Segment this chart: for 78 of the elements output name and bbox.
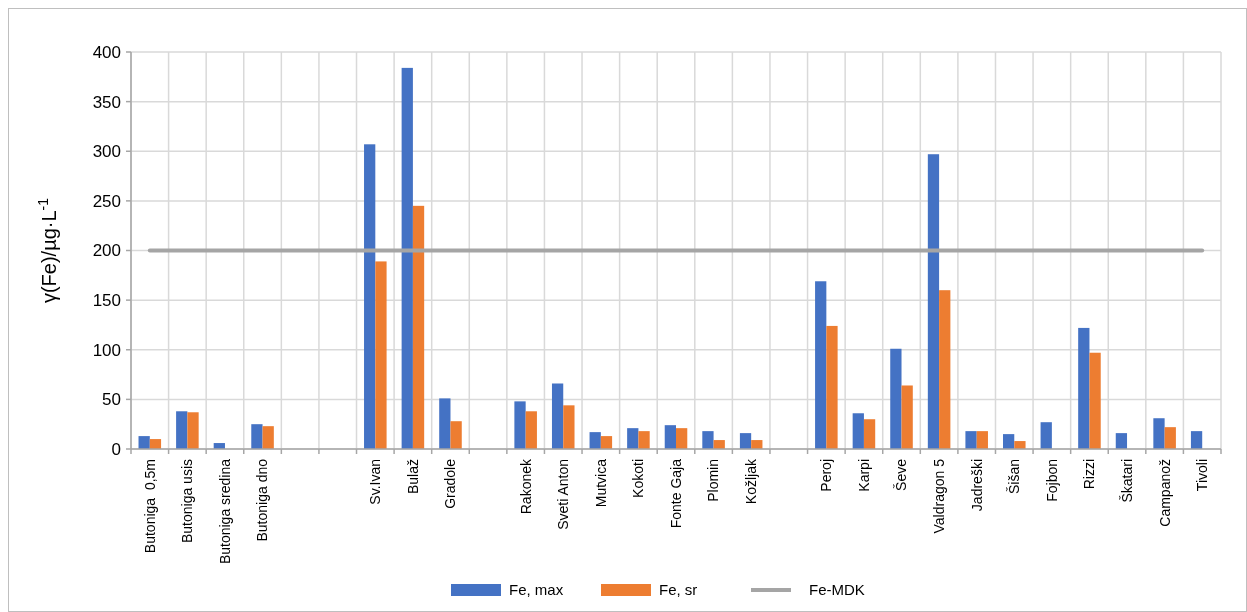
x-tick-label: Rizzi	[1081, 459, 1098, 490]
bar	[664, 425, 676, 449]
x-tick-label: Butoniga 0,5m	[141, 459, 158, 554]
bar	[563, 405, 575, 449]
x-tick-label: Valdragon 5	[931, 458, 947, 534]
y-tick-label: 50	[102, 390, 121, 410]
bar	[375, 261, 387, 449]
bar	[176, 411, 188, 449]
x-tick-label: Butoniga dno	[254, 458, 271, 542]
x-tick-label: Plomin	[705, 459, 722, 502]
x-tick-label: Peroj	[818, 459, 835, 492]
x-tick-label: Tivoli	[1194, 459, 1211, 492]
x-tick-label: Mutvica	[592, 458, 609, 508]
y-tick-label: 400	[92, 42, 121, 62]
y-tick-label: 350	[92, 92, 121, 112]
y-tick-label: 100	[92, 340, 121, 360]
x-tick-label: Gradole	[442, 458, 459, 509]
x-tick-label: Fojbon	[1043, 459, 1060, 502]
bar	[901, 385, 913, 449]
bar	[1164, 427, 1176, 449]
bar	[187, 412, 199, 449]
bar	[702, 431, 714, 449]
bar	[826, 325, 838, 449]
bar	[551, 383, 564, 449]
bar	[401, 67, 413, 449]
bar	[364, 144, 376, 449]
legend-label: Fe, max	[509, 581, 564, 599]
x-tick-label: Jadreški	[968, 459, 985, 512]
bar	[514, 401, 526, 449]
y-tick-label: 0	[111, 439, 121, 459]
bar	[450, 421, 462, 449]
bar	[965, 431, 977, 449]
bar	[815, 281, 827, 449]
bar	[863, 419, 876, 449]
bar	[627, 428, 639, 449]
bar	[262, 426, 274, 449]
bar	[1040, 422, 1052, 449]
x-tick-label: Karpi	[855, 459, 872, 492]
bar	[890, 348, 902, 449]
y-tick-label: 300	[92, 142, 121, 162]
x-tick-label: Kokoti	[630, 459, 647, 498]
x-tick-label: Bulaž	[404, 459, 421, 495]
bar	[927, 154, 940, 449]
x-tick-label: Škatari	[1118, 459, 1135, 503]
bar	[976, 431, 988, 449]
bar	[1153, 418, 1165, 449]
bar	[412, 205, 425, 449]
bar	[638, 431, 650, 449]
bar	[852, 413, 864, 449]
x-tick-label: Sv.Ivan	[367, 459, 384, 505]
x-tick-label: Fonte Gaja	[667, 458, 684, 529]
bar	[439, 398, 451, 449]
legend-label: Fe, sr	[659, 581, 698, 599]
x-tick-label: Rakonek	[517, 458, 534, 515]
y-tick-label: 150	[92, 291, 121, 311]
y-tick-label: 250	[92, 191, 121, 211]
bar	[589, 432, 601, 449]
bar	[1078, 327, 1090, 449]
bar	[138, 436, 150, 449]
bar	[1089, 352, 1101, 449]
x-tick-label: Šišan	[1006, 459, 1023, 495]
bar	[676, 428, 688, 449]
bar	[600, 436, 613, 449]
bar	[1115, 433, 1128, 449]
x-tick-label: Butoniga sredina	[216, 458, 233, 565]
x-tick-label: Ševe	[893, 458, 910, 491]
x-tick-label: Sveti Anton	[555, 459, 572, 530]
bar	[251, 424, 263, 449]
bar	[525, 411, 537, 449]
x-tick-label: Butoniga usis	[179, 459, 196, 544]
bar	[1003, 434, 1015, 449]
bar	[1190, 431, 1203, 449]
legend-label: Fe-MDK	[809, 581, 865, 599]
bar	[939, 290, 951, 449]
bar	[739, 433, 752, 449]
x-tick-label: Campanož	[1156, 459, 1173, 527]
y-tick-label: 200	[92, 241, 121, 261]
x-tick-label: Kožljak	[743, 458, 760, 505]
